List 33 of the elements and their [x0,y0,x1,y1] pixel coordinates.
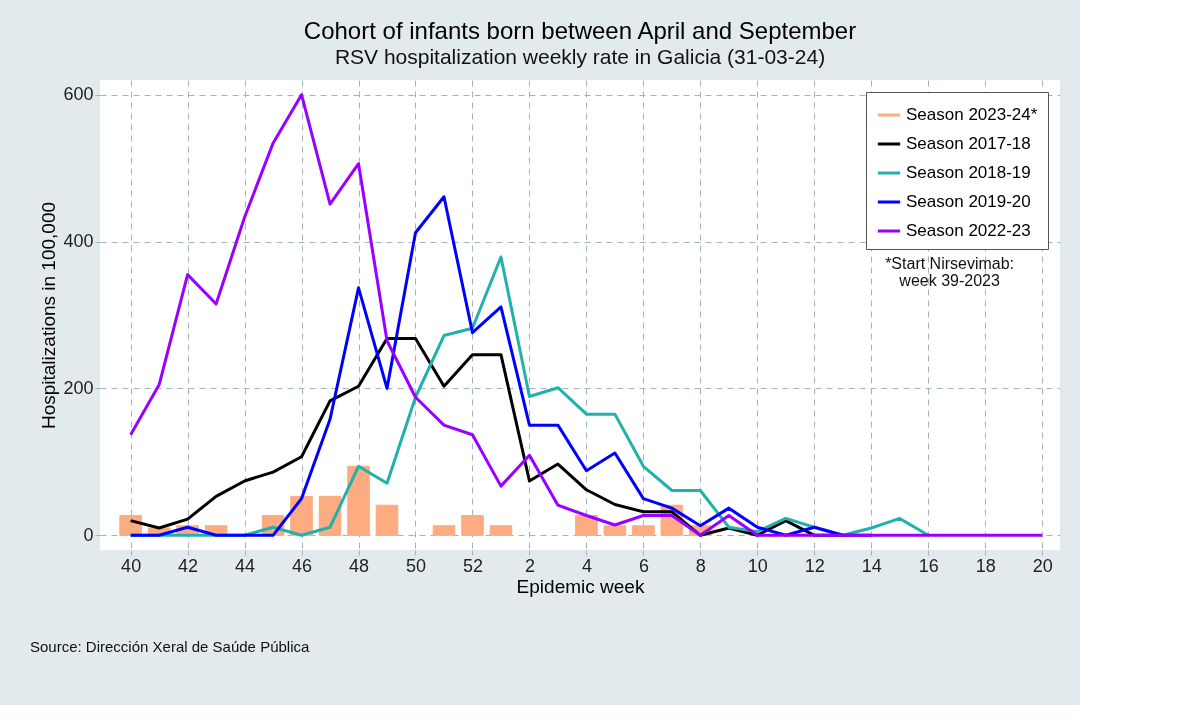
x-tick-label: 20 [1032,555,1053,576]
y-tick-label: 200 [63,377,94,398]
x-tick-label: 8 [695,555,706,576]
line-series [129,93,1044,537]
legend-label: Season 2018-19 [906,163,1031,182]
x-axis-title: Epidemic week [516,575,645,597]
x-tick-label: 50 [405,555,427,576]
x-tick-label: 6 [638,555,649,576]
x-tick-label: 18 [975,555,996,576]
y-axis-title: Hospitalizations in 100,000 [38,201,60,430]
annotation: *Start Nirsevimab: week 39-2023 [885,255,1015,290]
x-tick-label: 52 [462,555,483,576]
y-tick-label: 400 [63,231,94,252]
x-tick-label: 2 [524,555,535,576]
y-tick-label: 600 [63,84,94,105]
legend-label: Season 2017-18 [906,134,1031,153]
x-tick-label: 46 [292,555,313,576]
x-tick-label: 44 [235,555,256,576]
chart-subtitle: RSV hospitalization weekly rate in Galicia (31-03-24) [334,45,826,68]
legend-label: Season 2023-24* [906,105,1038,124]
x-tick-label: 12 [804,555,825,576]
source-note: Source: Dirección Xeral de Saúde Pública [30,638,310,655]
legend-label: Season 2022-23 [906,221,1031,240]
x-tick-label: 16 [918,555,939,576]
x-tick-label: 42 [178,555,199,576]
x-tick-label: 40 [121,555,142,576]
x-tick-label: 10 [747,555,768,576]
y-tick-label: 0 [83,524,94,545]
x-tick-label: 14 [861,555,882,576]
x-tick-label: 48 [349,555,370,576]
x-tick-label: 4 [581,555,592,576]
legend-label: Season 2019-20 [906,192,1031,211]
chart-title: Cohort of infants born between April and September [303,17,857,44]
